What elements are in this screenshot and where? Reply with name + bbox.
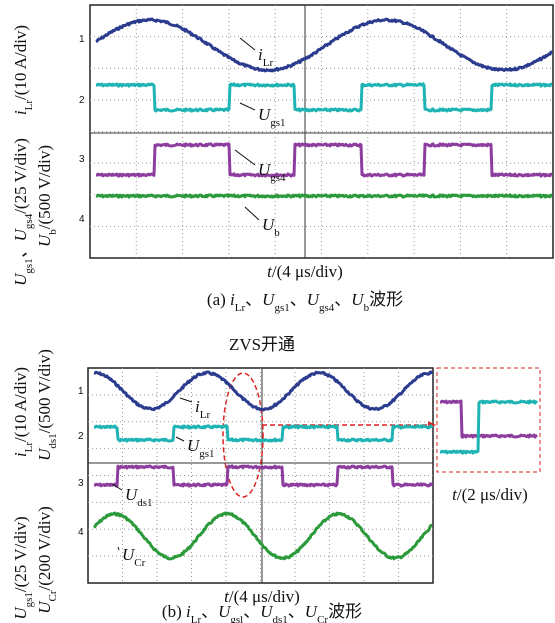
text-part: Cr — [134, 557, 145, 569]
text-part: Lr — [235, 302, 246, 314]
text-part: 、 — [243, 602, 260, 621]
y-axis-label: Ugs1/(25 V/div) — [11, 516, 35, 619]
scope-a — [90, 5, 553, 258]
text-part: Cr — [47, 590, 59, 601]
text-part: gs4 — [23, 213, 35, 229]
channel-marker: 4 — [78, 527, 84, 538]
y-axis-label: UCr/(200 V/div) — [35, 506, 59, 614]
text-part: 波形 — [328, 602, 362, 621]
text-part: gs1 — [270, 117, 285, 129]
text-part: /(25 V/div) — [11, 138, 30, 214]
text-part: 、 — [245, 290, 262, 309]
text-part: 波形 — [369, 290, 403, 309]
text-part: ds1 — [137, 497, 152, 509]
channel-marker: 3 — [78, 478, 84, 489]
channel-marker: 2 — [78, 431, 84, 442]
y-axis-label: iLr/(10 A/div) — [11, 367, 35, 457]
annotation: ZVS开通 — [229, 335, 295, 354]
text-part: b — [274, 227, 280, 239]
text-part: 、U — [11, 227, 30, 258]
figure: 1234iLrUgs1Ugs4UbiLr/(10 A/div)Ugs1、Ugs4… — [0, 0, 555, 623]
y-axis-label: Uds1/(500 V/div) — [35, 349, 59, 461]
text-part: Cr — [317, 614, 328, 623]
channel-marker: 1 — [78, 386, 84, 397]
text-part: Lr — [23, 442, 35, 453]
text-part: ds1 — [273, 614, 288, 623]
text-part: gs1 — [274, 302, 289, 314]
text-part: /(10 A/div) — [11, 367, 30, 442]
text-part: gs4 — [319, 302, 335, 314]
text-part: Lr — [200, 409, 211, 421]
x-axis-label: t/(4 μs/div) — [267, 262, 343, 281]
y-axis-label: Ugs1、Ugs4/(25 V/div) — [11, 138, 35, 286]
text-part: /(4 μs/div) — [272, 262, 343, 281]
text-part: 、 — [201, 602, 218, 621]
text-part: Lr — [263, 57, 274, 69]
text-part: /(500 V/div) — [35, 145, 54, 229]
text-part: gs4 — [270, 172, 286, 184]
text-part: Lr — [23, 100, 35, 111]
text-part: /(500 V/div) — [35, 349, 54, 433]
channel-marker: 1 — [79, 34, 85, 45]
waveform — [96, 195, 552, 197]
text-part: gs1 — [199, 448, 214, 460]
text-part: /(2 μs/div) — [457, 485, 528, 504]
text-part: gs1 — [23, 592, 35, 607]
text-part: /(200 V/div) — [35, 506, 54, 590]
zoom-box — [437, 368, 540, 472]
text-part: ds1 — [47, 433, 59, 448]
caption: (b) iLr、Ugsl、Uds1、UCr波形 — [162, 602, 362, 623]
channel-marker: 4 — [79, 214, 85, 225]
text-part: gsl — [230, 614, 243, 623]
text-part: /(25 V/div) — [11, 516, 30, 592]
text-part: (b) — [162, 602, 186, 621]
text-part: 、 — [290, 290, 307, 309]
text-part: 、 — [334, 290, 351, 309]
text-part: /(10 A/div) — [11, 25, 30, 100]
text-part: Lr — [191, 614, 202, 623]
zoom-axis-label: t/(2 μs/div) — [452, 485, 528, 504]
channel-marker: 2 — [79, 95, 85, 106]
text-part: 、 — [288, 602, 305, 621]
channel-marker: 3 — [79, 154, 85, 165]
y-axis-label: Ub/(500 V/div) — [35, 145, 59, 247]
y-axis-label: iLr/(10 A/div) — [11, 25, 35, 115]
text-part: (a) — [207, 290, 230, 309]
text-part: gs1 — [23, 258, 35, 273]
caption: (a) iLr、Ugs1、Ugs4、Ub波形 — [207, 290, 403, 314]
